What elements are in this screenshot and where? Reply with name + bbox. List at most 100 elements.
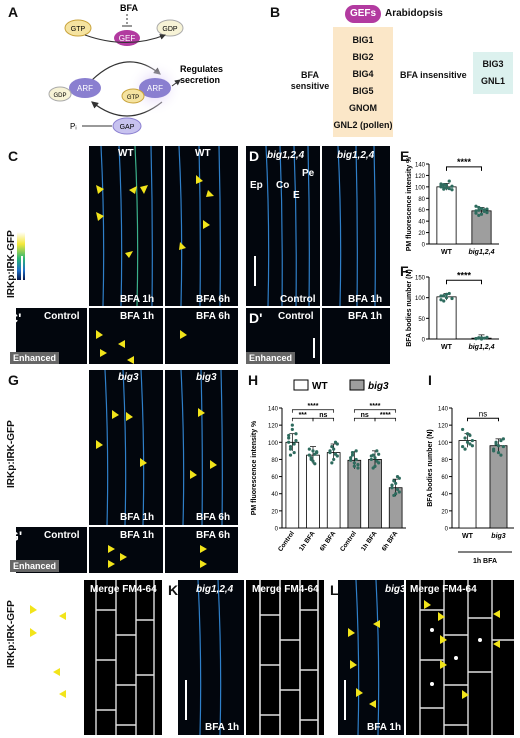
data-point [477,213,481,218]
data-point [390,486,394,490]
panel-label-e: E [400,148,410,164]
data-point [444,296,449,300]
enhanced-tag: Enhanced [10,560,60,572]
y-tick-label: 80 [441,458,448,464]
label-control: Control [44,530,80,541]
data-point [333,452,338,456]
x-tick-label: 1h BFA [298,530,317,553]
bfa-insensitive-label: BFA insensitive [400,70,467,80]
data-point [392,479,396,483]
y-tick-label: 140 [415,163,426,169]
intensity-colorbar: max min [17,225,35,290]
gef-label: GEF [119,34,136,43]
label-merge-fm464: Merge FM4-64 [252,584,319,595]
label-bfa-1h: BFA 1h [46,722,81,733]
bar [458,440,477,529]
data-point [447,179,451,183]
significance-label: ns [479,409,487,418]
micrograph-big124-merge-fm464 [246,580,324,735]
regulates-secretion-label: Regulates secretion [180,64,223,85]
gef-item: BIG1 [352,35,374,45]
reporter-label-mid: IRKp:IRK-GFP [6,420,17,488]
gtp-node-top [64,19,92,37]
y-tick-label: 20 [418,231,425,237]
y-tick-label: 140 [268,407,279,413]
data-point [465,440,470,444]
data-point [375,449,379,453]
significance-bracket [374,417,397,422]
data-point [290,423,294,427]
gtp-label-mid: GTP [127,95,139,101]
label-big124: big1,2,4 [337,150,375,161]
y-tick-label: 120 [438,424,449,430]
bar [326,452,341,529]
significance-label: **** [380,412,391,419]
data-point [350,453,355,457]
bar [347,459,362,529]
arf-gtp-node [139,78,171,98]
data-point [294,432,298,436]
label-bfa-1h: BFA 1h [120,512,155,523]
data-point [447,291,451,296]
label-co: Co [37,186,51,197]
micrograph-big3-bfa6h [165,370,238,525]
label-pe: Pe [66,416,79,427]
y-tick-label: 100 [438,441,449,447]
bfa-sensitive-list: BIG1 BIG2 BIG4 BIG5 GNOM GNL2 (pollen) [333,32,393,134]
data-point [461,427,465,432]
y-tick-label: 20 [441,509,448,515]
data-point [375,459,379,463]
x-tick-label: big1,2,4 [468,344,494,351]
legend-label-wt: WT [312,381,328,392]
x-tick-label: WT [441,249,453,256]
data-point [499,438,503,443]
bfa-sensitive-label: BFA sensitive [290,70,330,91]
data-point [390,483,394,487]
panel-label-l: L [330,582,339,598]
micrograph-wt-merge-fm464 [84,580,162,735]
micrograph-big124-bfa1h [322,146,390,306]
y-tick-label: 40 [441,492,448,498]
label-wt: WT [38,584,54,595]
data-point [479,212,484,216]
data-point [350,450,355,455]
significance-label: ns [361,412,369,419]
label-bfa-1h: BFA 1h [367,722,402,733]
significance-label: **** [370,403,381,410]
label-e: E [293,190,300,201]
reporter-label-top: IRKp:IRK-GFP [6,230,17,298]
label-wt: WT [118,148,134,159]
bar [306,454,320,529]
significance-label: ns [319,412,327,419]
legend-swatch-big3 [349,379,365,391]
label-wt: WT [195,148,211,159]
label-big124: big1,2,4 [196,584,234,595]
label-merge-fm464: Merge FM4-64 [90,584,157,595]
significance-bracket [353,409,397,413]
data-point [287,433,291,438]
bfa-sensitive-box [333,27,393,137]
x-tick-label: WT [441,344,453,351]
micrograph-big3-control [16,370,87,525]
legend-swatch-wt [293,379,309,391]
data-point [369,457,373,462]
bfa-label: BFA [120,3,139,13]
data-point [496,444,501,448]
label-control: Control [48,294,84,305]
panel-label-c-prime: C' [8,310,22,326]
x-tick-label: WT [462,533,474,540]
data-point [485,207,489,211]
gefs-badge: GEFs [345,5,381,23]
data-point [450,188,454,192]
significance-bracket [446,166,482,171]
micrograph-wt-bfa6h [165,146,238,306]
label-big3: big3 [385,584,406,595]
data-point [468,433,472,438]
micrograph-big3-bfa1h [89,370,163,525]
data-point [330,444,334,449]
gef-item: BIG5 [352,86,374,96]
data-point [439,298,443,302]
micrograph-big124-control [246,146,320,306]
gap-node [112,117,142,135]
